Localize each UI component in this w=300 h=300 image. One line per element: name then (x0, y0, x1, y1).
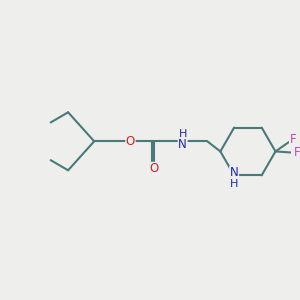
Text: F: F (294, 146, 300, 159)
Text: O: O (149, 162, 158, 176)
Text: O: O (126, 135, 135, 148)
Text: N: N (178, 138, 187, 151)
Text: F: F (290, 133, 296, 146)
Text: H: H (178, 129, 187, 139)
Text: N: N (230, 167, 239, 179)
Text: H: H (230, 179, 238, 189)
